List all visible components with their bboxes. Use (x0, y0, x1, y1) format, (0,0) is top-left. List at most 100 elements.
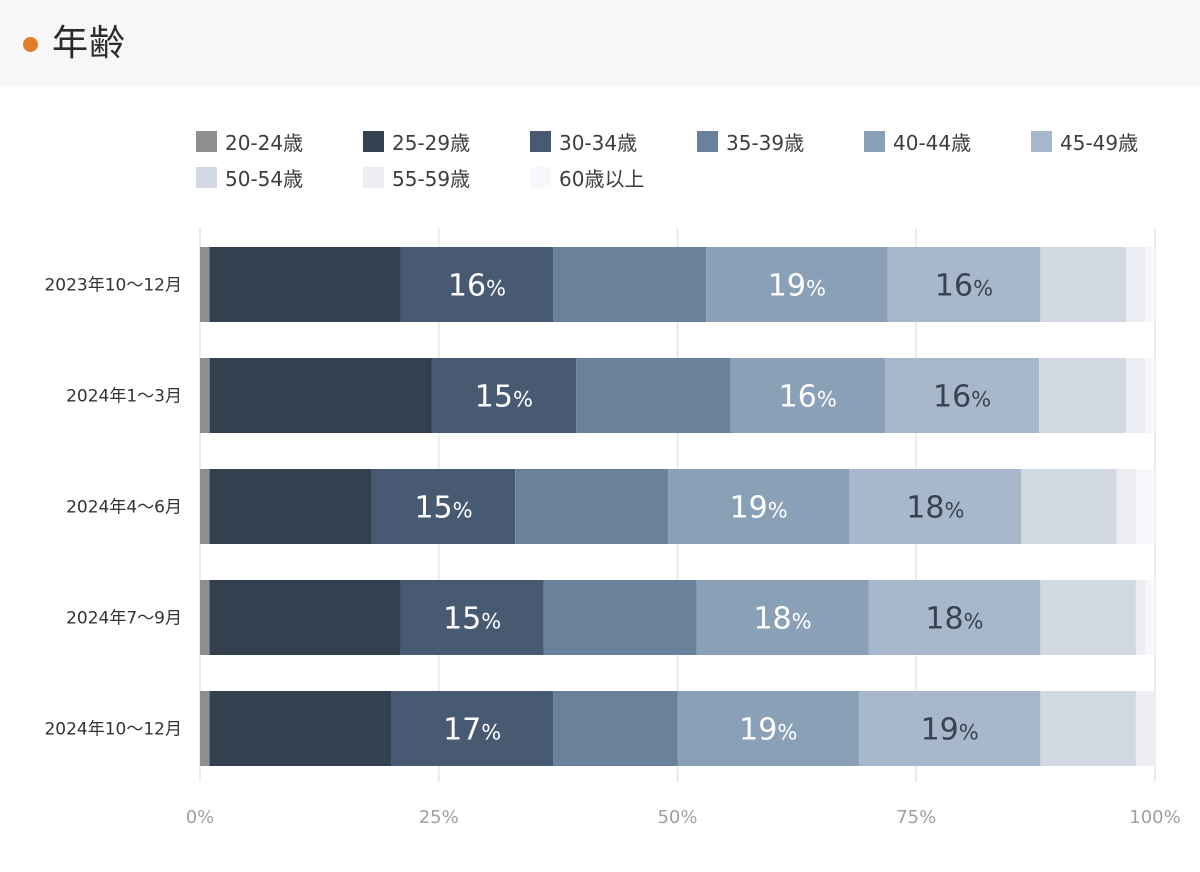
bar-segment (1040, 691, 1136, 766)
legend-swatch (530, 130, 551, 152)
legend-item: 55-59歳 (363, 162, 470, 192)
bar-segment (1135, 691, 1155, 766)
data-label: 16% (933, 380, 991, 415)
legend-label: 40-44歳 (893, 130, 972, 155)
data-label: 19% (730, 491, 788, 526)
category-label: 2024年1〜3月 (66, 387, 182, 407)
data-label: 19% (921, 713, 979, 748)
bar-segment (391, 691, 554, 766)
legend-swatch (530, 166, 551, 188)
bar-segment (400, 580, 544, 655)
bar-segment (200, 580, 210, 655)
data-label: 15% (443, 602, 501, 637)
x-tick-label: 25% (419, 807, 459, 828)
bar-segment (849, 469, 1022, 544)
legend-swatch (864, 130, 885, 152)
legend-label: 35-39歳 (726, 130, 805, 155)
bar-segment (1145, 358, 1155, 433)
x-tick-label: 0% (186, 807, 215, 828)
legend-item: 45-49歳 (1031, 126, 1138, 156)
bar-segment (884, 358, 1040, 433)
bar-segment (400, 247, 554, 322)
bar-segment (1021, 469, 1117, 544)
legend-label: 30-34歳 (559, 130, 638, 155)
bar-segment (576, 358, 731, 433)
bar-segment (1135, 469, 1155, 544)
bar-segment (200, 358, 210, 433)
x-tick-label: 50% (657, 807, 697, 828)
data-label: 18% (906, 491, 964, 526)
legend-label: 20-24歳 (225, 130, 304, 155)
data-label: 17% (443, 713, 501, 748)
bar-segment (1040, 580, 1136, 655)
bar-segment (1040, 247, 1127, 322)
category-label: 2024年4〜6月 (66, 498, 182, 518)
bar-segment (706, 247, 888, 322)
legend-item: 60歳以上 (530, 162, 644, 192)
legend-swatch (363, 166, 384, 188)
category-label: 2023年10〜12月 (44, 276, 182, 296)
bar-segment (1126, 358, 1146, 433)
bar-segment (858, 691, 1041, 766)
legend-item: 20-24歳 (196, 126, 303, 156)
legend-swatch (363, 130, 384, 152)
bar-segment (1135, 580, 1146, 655)
category-label: 2024年10〜12月 (44, 720, 182, 740)
bar-segment (209, 358, 432, 433)
data-label: 15% (475, 380, 533, 415)
data-label: 16% (779, 380, 837, 415)
legend-label: 55-59歳 (392, 166, 471, 191)
bar-segment (887, 247, 1041, 322)
bar-segment (209, 469, 372, 544)
bar-segment (1145, 247, 1155, 322)
bar-segment (431, 358, 577, 433)
legend-label: 50-54歳 (225, 166, 304, 191)
bar-segment (553, 247, 707, 322)
data-label: 19% (768, 269, 826, 304)
bar-segment (200, 469, 210, 544)
bar-segment (1145, 580, 1155, 655)
section-header: 年齢 (0, 0, 1200, 86)
bar-segment (868, 580, 1041, 655)
legend-swatch (196, 166, 217, 188)
x-tick-label: 100% (1129, 807, 1180, 828)
legend-label: 45-49歳 (1060, 130, 1139, 155)
bar-segment (1116, 469, 1136, 544)
data-label: 18% (753, 602, 811, 637)
legend-item: 40-44歳 (864, 126, 971, 156)
legend-item: 50-54歳 (196, 162, 303, 192)
legend-label: 25-29歳 (392, 130, 471, 155)
legend-item: 30-34歳 (530, 126, 637, 156)
data-label: 15% (414, 491, 472, 526)
legend-swatch (196, 130, 217, 152)
bar-segment (209, 691, 391, 766)
bar-segment (667, 469, 850, 544)
bar-segment (553, 691, 678, 766)
bar-segment (677, 691, 859, 766)
legend-item: 25-29歳 (363, 126, 470, 156)
bar-segment (209, 580, 401, 655)
bar-segment (200, 247, 210, 322)
bar-segment (696, 580, 869, 655)
legend-swatch (1031, 130, 1052, 152)
legend-item: 35-39歳 (697, 126, 804, 156)
x-tick-label: 75% (896, 807, 936, 828)
bar-segment (1039, 358, 1127, 433)
legend-label: 60歳以上 (559, 166, 645, 191)
section-bullet-icon (23, 37, 38, 52)
category-label: 2024年7〜9月 (66, 609, 182, 629)
data-label: 16% (448, 269, 506, 304)
section-title: 年齢 (52, 23, 127, 64)
bar-segment (371, 469, 516, 544)
legend-swatch (697, 130, 718, 152)
bar-segment (209, 247, 401, 322)
data-label: 19% (739, 713, 797, 748)
data-label: 16% (935, 269, 993, 304)
bar-segment (1126, 247, 1146, 322)
bar-segment (515, 469, 668, 544)
data-label: 18% (925, 602, 983, 637)
bar-segment (543, 580, 697, 655)
bar-segment (200, 691, 210, 766)
bar-segment (730, 358, 885, 433)
